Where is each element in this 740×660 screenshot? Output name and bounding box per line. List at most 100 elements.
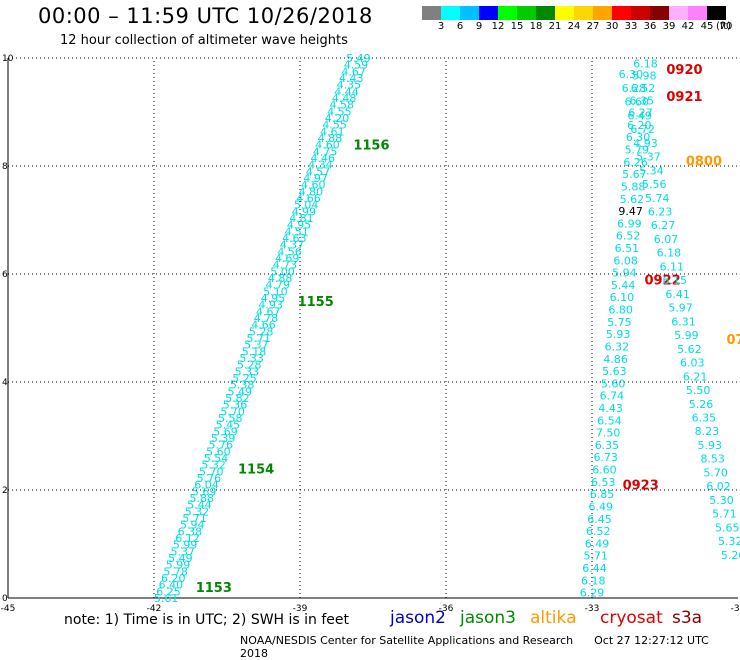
swh-value-label: 4.46 — [311, 152, 336, 165]
swh-value-label: 5.28 — [237, 359, 262, 372]
swh-value-label: 4.20 — [325, 112, 350, 125]
colorbar-swatch — [574, 6, 593, 20]
swh-value-label: 5.88 — [621, 180, 646, 193]
swh-value-label: 5.99 — [173, 539, 198, 552]
colorbar-swatch — [517, 6, 536, 20]
colorbar-label: 18 — [529, 21, 543, 32]
swh-value-label: 5.61 — [154, 592, 179, 605]
time-label: 1153 — [196, 581, 232, 596]
swh-value-label: 5.36 — [223, 399, 248, 412]
swh-value-label: 4.35 — [337, 79, 362, 92]
swh-value-label: 6.08 — [613, 254, 638, 267]
swh-value-label: 5.44 — [611, 279, 636, 292]
swh-value-label: 5.49 — [346, 52, 371, 65]
swh-value-label: 5.76 — [209, 439, 234, 452]
swh-value-label: 6.35 — [595, 439, 620, 452]
colorbar-label: 39 — [662, 21, 676, 32]
time-label: 1154 — [238, 462, 274, 477]
swh-value-label: 6.11 — [660, 260, 685, 273]
swh-value-label: 5.25 — [232, 372, 257, 385]
colorbar-swatch — [707, 6, 726, 20]
swh-value-label: 6.80 — [608, 304, 633, 317]
swh-value-label: 6.73 — [593, 451, 618, 464]
colorbar-label: 45 — [700, 21, 714, 32]
swh-value-label: 6.20 — [627, 119, 652, 132]
satellite-s3a: s3a — [672, 608, 703, 628]
swh-value-label: 4.93 — [258, 299, 283, 312]
satellite-cryosat: cryosat — [600, 608, 663, 628]
swh-value-label: 5.58 — [218, 412, 243, 425]
colorbar-label: 33 — [624, 21, 638, 32]
swh-value-label: 5.60 — [206, 445, 231, 458]
y-tick-label: 6 — [2, 270, 8, 280]
swh-value-label: 4.66 — [296, 192, 321, 205]
swh-value-label: 6.52 — [631, 82, 656, 95]
swh-value-label: 5.76 — [197, 472, 222, 485]
swh-value-label: 6.53 — [591, 476, 616, 489]
time-label: 07 — [727, 333, 740, 348]
swh-value-label: 5.71 — [246, 332, 271, 345]
swh-value-label: 6.25 — [156, 585, 181, 598]
swh-value-label: 5.79 — [625, 144, 650, 157]
swh-value-label: 4.81 — [289, 212, 314, 225]
swh-value-label: 5.32 — [718, 535, 740, 548]
swh-value-label: 4.37 — [280, 239, 305, 252]
satellite-altika: altika — [530, 608, 577, 628]
colorbar-label: 42 — [681, 21, 695, 32]
colorbar-label: 24 — [567, 21, 581, 32]
swh-value-label: 6.10 — [610, 291, 635, 304]
swh-value-label: 5.94 — [180, 519, 205, 532]
swh-value-label: 5.37 — [171, 545, 196, 558]
swh-value-label: 5.93 — [698, 439, 723, 452]
swh-value-label: 4.88 — [318, 132, 343, 145]
x-tick-label: -39 — [293, 604, 308, 614]
swh-value-label: 4.59 — [344, 59, 369, 72]
swh-value-label: 5.70 — [703, 466, 728, 479]
swh-value-label: 5.71 — [583, 550, 608, 563]
swh-value-label: 4.75 — [313, 145, 338, 158]
y-tick-label: 8 — [2, 162, 8, 172]
swh-value-label: 4.34 — [308, 159, 333, 172]
swh-value-label: 4.51 — [284, 225, 309, 238]
swh-value-label: 6.21 — [683, 370, 708, 383]
swh-value-label: 8.53 — [700, 453, 725, 466]
swh-value-label: 6.54 — [597, 414, 622, 427]
colorbar-unit: (ft) — [716, 21, 732, 32]
swh-value-label: 5.88 — [190, 492, 215, 505]
y-tick-label: 10 — [2, 54, 14, 64]
y-tick-label: 4 — [2, 378, 8, 388]
colorbar-swatch — [688, 6, 707, 20]
colorbar-label: 12 — [491, 21, 505, 32]
y-tick-label: 0 — [2, 594, 8, 604]
page-title: 00:00 – 11:59 UTC 10/26/2018 — [38, 4, 373, 28]
swh-value-label: 5.44 — [187, 499, 212, 512]
colorbar — [422, 6, 726, 20]
swh-value-label: 6.15 — [662, 274, 687, 287]
swh-value-label: 4.55 — [327, 105, 352, 118]
x-tick-label: -30 — [731, 604, 740, 614]
swh-value-label: 5.54 — [204, 452, 229, 465]
swh-value-label: 6.18 — [581, 574, 606, 587]
swh-value-label: 5.33 — [235, 365, 260, 378]
swh-value-label: 6.32 — [605, 340, 630, 353]
swh-value-label: 5.56 — [642, 178, 667, 191]
swh-value-label: 5.28 — [249, 325, 274, 338]
swh-value-label: 8.23 — [695, 425, 720, 438]
x-tick-label: -33 — [585, 604, 600, 614]
swh-value-label: 4.43 — [339, 72, 364, 85]
swh-value-label: 4.73 — [273, 259, 298, 272]
swh-value-label: 4.56 — [277, 245, 302, 258]
footer-credit: NOAA/NESDIS Center for Satellite Applica… — [240, 634, 740, 660]
swh-value-label: 6.29 — [580, 587, 605, 600]
swh-value-label: 4.93 — [633, 137, 658, 150]
x-tick-label: -42 — [147, 604, 162, 614]
colorbar-swatch — [612, 6, 631, 20]
colorbar-label: 9 — [475, 21, 483, 32]
colorbar-label: 70 — [719, 21, 733, 32]
time-label: 1155 — [298, 295, 334, 310]
swh-value-label: 4.97 — [303, 172, 328, 185]
swh-value-label: 6.85 — [590, 488, 615, 501]
swh-value-label: 5.65 — [715, 521, 740, 534]
swh-value-label: 5.32 — [185, 505, 210, 518]
satellite-jason2: jason2 — [390, 608, 446, 628]
